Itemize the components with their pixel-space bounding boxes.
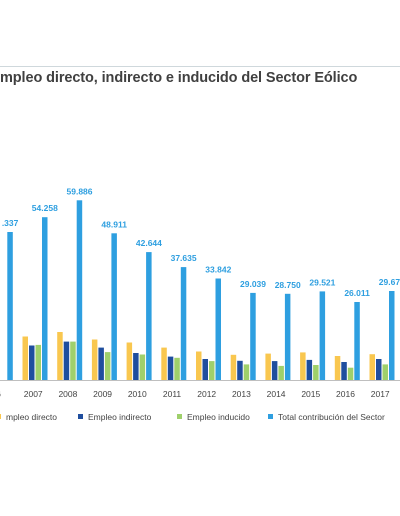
legend-item-total: Total contribución del Sector: [268, 412, 385, 422]
legend-swatch-indirecto: [78, 414, 83, 419]
legend-label-inducido: Empleo inducido: [187, 412, 250, 422]
legend-item-directo: mpleo directo: [0, 412, 57, 422]
bar-total-2016: [354, 302, 360, 380]
x-tick-label-2009: 2009: [93, 389, 112, 399]
bar-total-2010: [146, 252, 152, 380]
data-label-2013: 29.039: [240, 279, 266, 289]
bar-directo-2009: [91, 339, 98, 380]
x-tick-label-2011: 2011: [163, 389, 182, 399]
bar-inducido-2016: [347, 367, 354, 380]
data-label-2016: 26.011: [344, 288, 370, 298]
bar-total-2014: [284, 293, 291, 381]
legend-swatch-directo: [0, 414, 1, 419]
x-tick-label-2015: 2015: [301, 389, 320, 399]
chart-title: mpleo directo, indirecto e inducido del …: [0, 70, 358, 86]
bar-total-6: [7, 232, 13, 380]
legend-item-inducido: Empleo inducido: [177, 412, 250, 422]
bar-directo-2012: [196, 351, 202, 380]
header-divider: [0, 66, 400, 67]
bar-indirecto-2015: [306, 359, 313, 380]
bar-inducido-2013: [243, 364, 250, 380]
bar-indirecto-2012: [202, 359, 208, 380]
x-tick-label-2017: 2017: [371, 389, 390, 399]
bar-total-2008: [76, 200, 83, 380]
bar-directo-2016: [334, 356, 341, 380]
data-label-2011: 37.635: [171, 253, 197, 263]
data-label-2010: 42.644: [136, 238, 162, 248]
bar-directo-2015: [300, 352, 306, 380]
bar-directo-2010: [126, 342, 133, 380]
data-label-6: .337: [2, 218, 19, 228]
bar-inducido-2008: [70, 341, 76, 380]
bar-indirecto-2010: [133, 353, 139, 380]
bar-directo-2014: [265, 353, 271, 380]
x-tick-label-2010: 2010: [128, 389, 147, 399]
bar-indirecto-2009: [98, 347, 104, 380]
x-tick-label-2016: 2016: [336, 389, 355, 399]
bar-total-2007: [42, 217, 48, 380]
bar-directo-2007: [22, 336, 28, 380]
bar-inducido-2010: [139, 354, 146, 380]
bar-indirecto-2007: [29, 345, 35, 380]
data-label-2009: 48.911: [101, 219, 127, 229]
data-label-2014: 28.750: [275, 280, 301, 290]
bar-total-2012: [215, 278, 221, 380]
bar-indirecto-2011: [167, 356, 174, 380]
bar-inducido-2017: [382, 364, 388, 380]
bar-directo-2008: [57, 332, 63, 380]
bar-total-2017: [389, 291, 395, 380]
x-tick-label-2007: 2007: [24, 389, 43, 399]
bar-total-2009: [111, 233, 117, 380]
chart-legend: mpleo directo Empleo indirecto Empleo in…: [0, 412, 400, 426]
bar-inducido-2009: [104, 352, 111, 380]
legend-swatch-total: [268, 414, 273, 419]
x-tick-label-2008: 2008: [58, 389, 77, 399]
bar-directo-2017: [369, 354, 375, 380]
x-tick-label-2014: 2014: [267, 389, 286, 399]
data-label-2007: 54.258: [32, 203, 58, 213]
legend-label-total: Total contribución del Sector: [278, 412, 385, 422]
legend-item-indirecto: Empleo indirecto: [78, 412, 151, 422]
data-label-2017: 29.679: [379, 277, 400, 287]
bar-inducido-2014: [278, 365, 284, 380]
bar-total-2013: [250, 292, 256, 380]
legend-swatch-inducido: [177, 414, 182, 419]
bar-directo-2013: [230, 354, 237, 380]
x-tick-label-2013: 2013: [232, 389, 251, 399]
legend-label-directo: mpleo directo: [6, 412, 58, 422]
bar-indirecto-2013: [237, 360, 243, 380]
bar-indirecto-2014: [271, 361, 278, 380]
x-tick-label-2012: 2012: [197, 389, 216, 399]
bar-indirecto-2016: [341, 362, 347, 380]
bar-inducido-2011: [174, 357, 180, 380]
bar-total-2011: [180, 267, 187, 380]
legend-label-indirecto: Empleo indirecto: [88, 412, 152, 422]
bar-total-2015: [319, 291, 326, 380]
data-label-2015: 29.521: [309, 277, 335, 287]
bar-inducido-2007: [35, 344, 41, 380]
bar-indirecto-2017: [376, 359, 382, 380]
data-label-2008: 59.886: [67, 186, 93, 196]
bar-inducido-2012: [209, 361, 215, 380]
bar-directo-2011: [161, 347, 167, 380]
x-tick-label-6: 6: [0, 389, 1, 399]
bar-indirecto-2008: [63, 341, 70, 380]
data-label-2012: 33.842: [205, 265, 231, 275]
bar-inducido-2015: [313, 365, 319, 380]
